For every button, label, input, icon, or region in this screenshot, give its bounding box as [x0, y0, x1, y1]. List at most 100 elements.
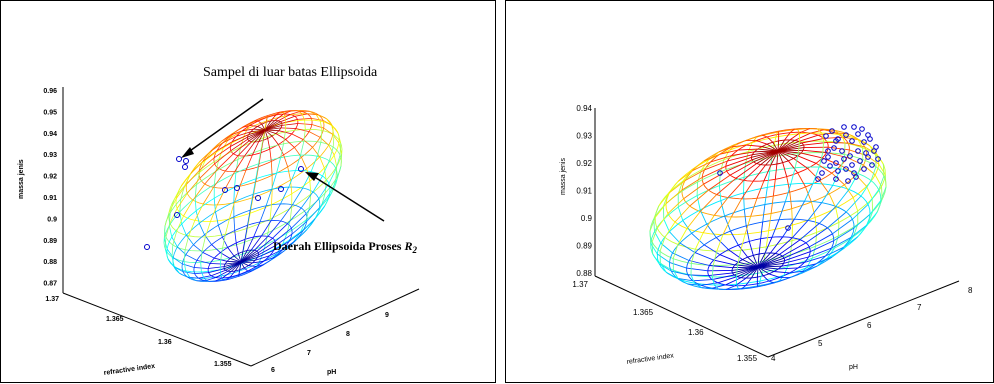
left-ellipsoid-meridian-segment [336, 155, 340, 169]
right-ellipsoid-meridian-segment [741, 234, 745, 250]
right-ellipsoid-meridian-segment [773, 179, 775, 196]
right-ellipsoid-meridian-segment [824, 130, 835, 131]
right-y-tick-label: 4 [771, 354, 776, 363]
left-ellipsoid-meridian-segment [187, 178, 200, 193]
right-ellipsoid-meridian-segment [801, 153, 822, 158]
right-ellipsoid-meridian-segment [650, 231, 651, 243]
left-sample-point [183, 165, 188, 170]
right-ellipsoid-meridian-segment [703, 215, 714, 233]
right-ellipsoid-meridian-segment [815, 217, 816, 232]
right-sample-point [856, 132, 861, 137]
right-z-tick-label: 0.89 [576, 242, 592, 251]
left-z-tick-label: 0.95 [43, 109, 57, 116]
right-ellipsoid-meridian-segment [871, 167, 876, 181]
right-ellipsoid-meridian-segment [867, 186, 873, 199]
left-ellipsoid-meridian-segment [174, 267, 179, 274]
left-ellipsoid-meridian-segment [182, 264, 194, 268]
left-ellipsoid-meridian-segment [249, 266, 257, 267]
right-y-tick-label: 5 [818, 339, 823, 348]
right-ellipsoid-meridian-segment [770, 237, 782, 253]
right-ellipsoid-surface [650, 129, 886, 290]
right-ellipsoid-meridian-segment [798, 129, 800, 133]
right-ellipsoid-meridian-segment [664, 219, 670, 232]
left-ellipsoid-meridian-segment [337, 166, 341, 180]
right-ellipsoid-chart: 0.940.930.920.910.90.890.88 1.371.3651.3… [506, 1, 994, 384]
right-ellipsoid-meridian-segment [820, 180, 830, 194]
left-ellipsoid-meridian-segment [250, 198, 253, 214]
right-ellipsoid-meridian-segment [720, 255, 738, 263]
right-sample-point [852, 125, 857, 130]
left-ellipsoid-meridian-segment [291, 214, 306, 228]
left-ellipsoid-meridian-segment [278, 115, 290, 121]
right-z-tick-label: 0.92 [576, 159, 592, 168]
left-ellipsoid-meridian-segment [184, 262, 186, 271]
left-arrow-lower [305, 172, 384, 221]
left-ellipsoid-meridian-segment [250, 194, 253, 210]
left-x-tick-label: 1.36 [158, 339, 172, 346]
left-annotation-sub: 2 [411, 245, 417, 255]
right-ellipsoid-meridian-segment [744, 163, 746, 177]
right-x-tick-label: 1.355 [737, 354, 758, 363]
right-ellipsoid-meridian-segment [746, 278, 752, 286]
left-ellipsoid-meridian-segment [194, 245, 203, 253]
left-zlabel: massa jenis [18, 159, 25, 199]
left-ellipsoid-meridian-segment [184, 200, 194, 216]
right-ellipsoid-meridian-segment [766, 231, 768, 247]
right-ellipsoid-meridian-segment [680, 243, 695, 253]
left-z-tick-label: 0.94 [43, 131, 57, 138]
left-ellipsoid-meridian-segment [211, 205, 218, 222]
left-ellipsoid-meridian-segment [305, 120, 306, 129]
left-ellipsoid-chart: 0.960.950.940.930.920.910.90.890.880.87 … [1, 1, 497, 384]
right-ellipsoid-meridian-segment [883, 164, 884, 176]
left-ellipsoid-meridian-segment [225, 219, 229, 234]
left-ellipsoid-meridian-segment [226, 172, 235, 189]
left-ellipsoid-meridian-segment [288, 167, 291, 180]
right-ellipsoid-latitude-ring [650, 153, 886, 266]
left-ellipsoid-meridian-segment [254, 222, 260, 237]
left-ellipsoid-meridian-segment [210, 143, 223, 152]
left-ellipsoid-meridian-segment [309, 132, 320, 138]
right-x-tick-label: 1.365 [633, 308, 654, 317]
left-ellipsoid-meridian-segment [166, 223, 170, 237]
left-annotation-var: R [403, 239, 412, 253]
right-ellipsoid-meridian-segment [836, 190, 849, 207]
right-sample-point [850, 139, 855, 144]
left-ellipsoid-meridian-segment [271, 204, 280, 221]
right-ellipsoid-meridian-segment [774, 272, 790, 273]
right-ellipsoid-meridian-segment [719, 172, 720, 186]
right-sample-point [858, 159, 863, 164]
right-ellipsoid-meridian-segment [767, 171, 769, 187]
right-ellipsoid-meridian-segment [652, 242, 653, 254]
left-z-tick-label: 0.91 [43, 195, 57, 202]
right-ellipsoid-meridian-segment [771, 196, 773, 213]
right-ellipsoid-meridian-segment [885, 175, 886, 187]
right-ellipsoid-meridian-segment [720, 160, 723, 172]
left-ellipsoid-meridian-segment [180, 199, 181, 212]
left-ellipsoid-meridian-segment [253, 182, 256, 198]
right-ellipsoid-meridian-segment [822, 185, 833, 203]
right-ellipsoid-meridian-segment [790, 192, 792, 208]
left-ellipsoid-meridian-segment [165, 213, 169, 227]
left-annotation: Daerah Ellipsoida Proses R2 [273, 239, 417, 255]
left-y-tick-label: 8 [346, 331, 350, 338]
left-ellipsoid-meridian-segment [270, 149, 272, 161]
left-ellipsoid-meridian-segment [292, 134, 303, 140]
right-ellipsoid-meridian-segment [731, 231, 739, 245]
left-ellipsoid-meridian-segment [217, 188, 225, 205]
left-ellipsoid-meridian-segment [201, 263, 202, 272]
right-ellipsoid-meridian-segment [744, 209, 746, 225]
left-sample-point [279, 187, 284, 192]
left-ellipsoid-meridian-segment [182, 224, 187, 235]
right-ellipsoid-meridian-segment [790, 241, 792, 255]
left-ellipsoid-meridian-segment [285, 123, 286, 132]
left-ellipsoid-meridian-segment [318, 115, 326, 119]
left-ellipsoid-meridian-segment [234, 217, 235, 231]
left-ylabel: pH [327, 369, 336, 376]
right-ellipsoid-meridian-segment [657, 254, 669, 262]
right-ellipsoid-meridian-segment [798, 173, 806, 187]
right-ellipsoid-meridian-segment [702, 288, 713, 289]
left-z-tick-label: 0.93 [43, 152, 57, 159]
